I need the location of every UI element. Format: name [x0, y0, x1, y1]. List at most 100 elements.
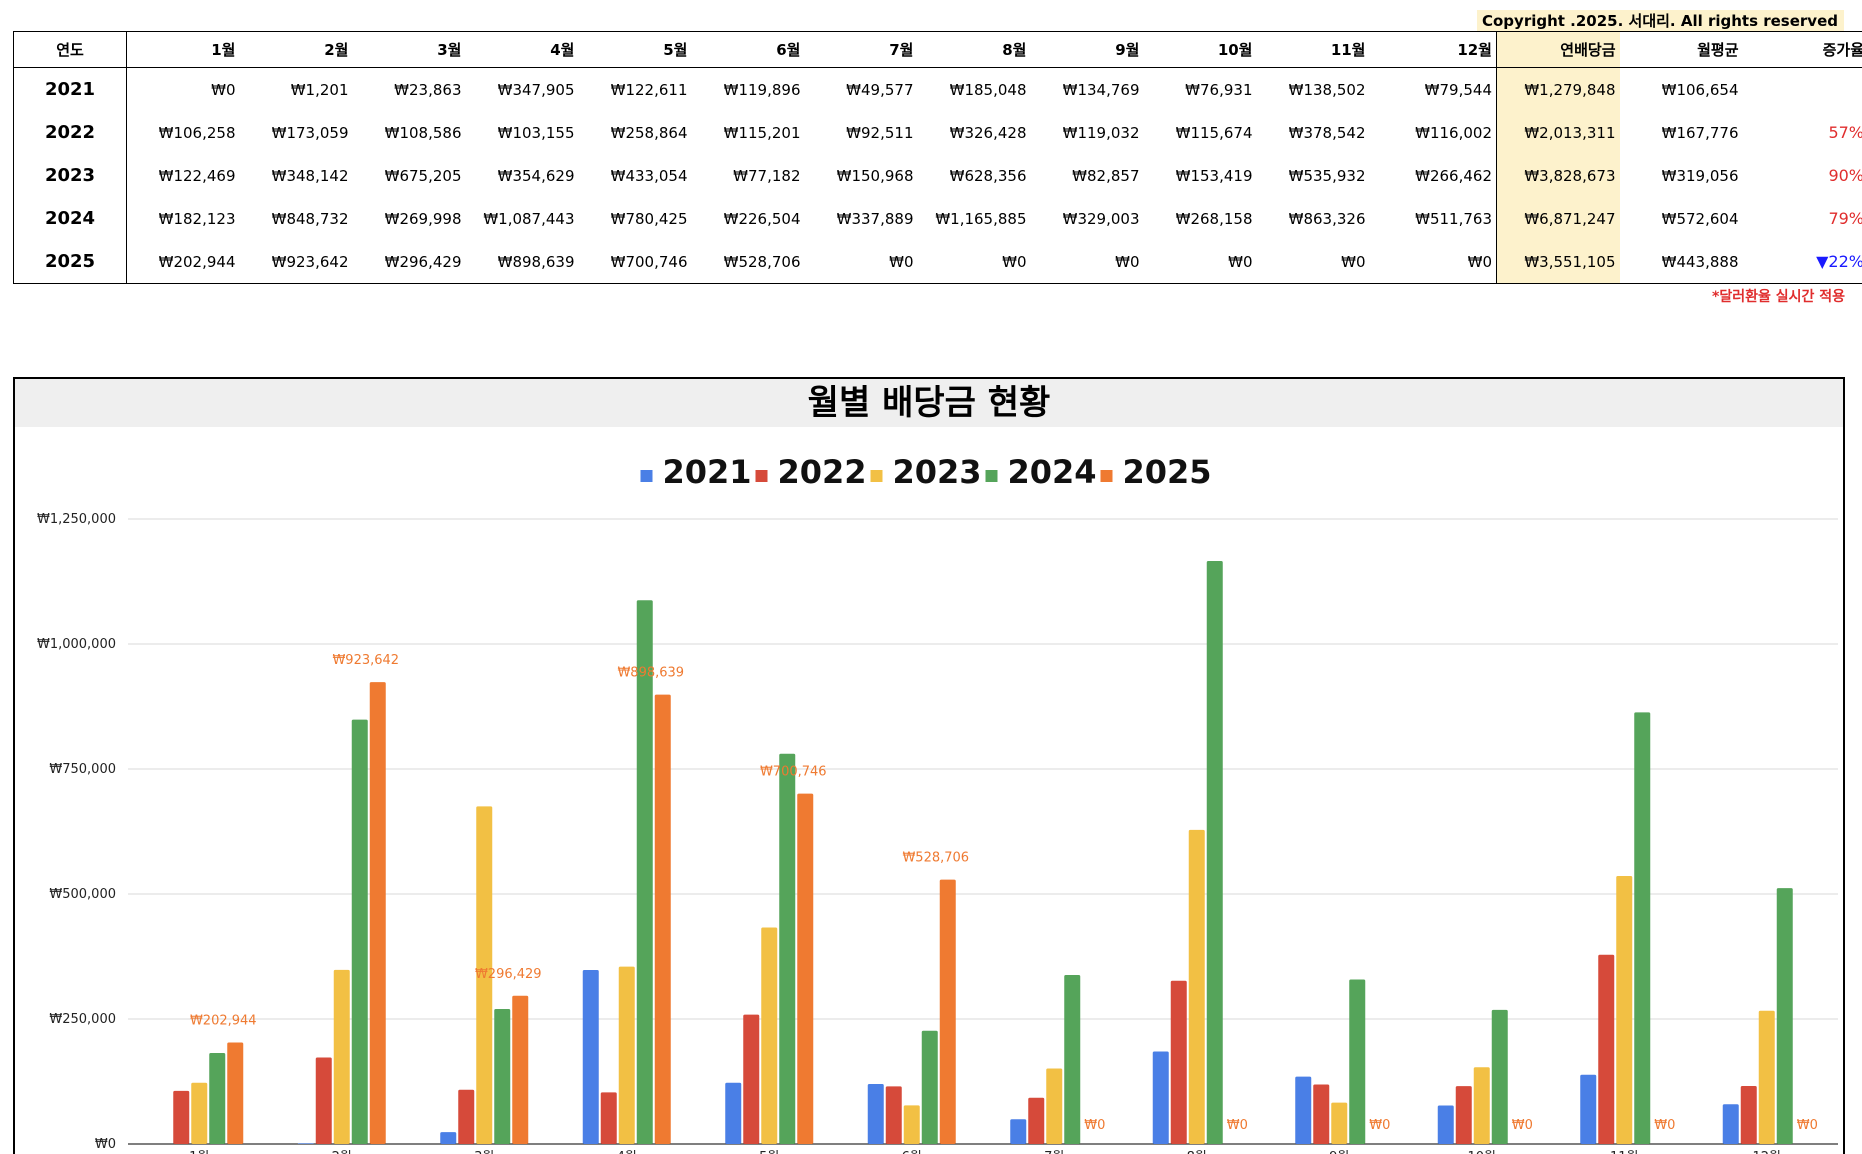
data-label: ₩0	[1512, 1118, 1533, 1133]
legend-swatch	[640, 470, 653, 482]
header-cell: 5월	[578, 31, 692, 68]
chart-panel: 월별 배당금 현황 ₩0 ₩250,000 ₩500,000 ₩750,000 ₩1,0…	[13, 377, 1845, 1154]
month-value-cell: ₩0	[1341, 252, 1366, 271]
bar-2024	[1349, 979, 1366, 1144]
bar-2023	[191, 1082, 208, 1144]
bar-2022	[173, 1090, 190, 1144]
month-value-cell: ₩103,155	[497, 123, 575, 142]
y-tick-label: ₩750,000	[49, 762, 116, 777]
x-tick-label: 12월	[1752, 1150, 1781, 1154]
month-value-cell: ₩182,123	[158, 209, 236, 228]
bar-2022	[600, 1092, 617, 1144]
bar-2021	[297, 1143, 314, 1144]
month-value-cell: ₩700,746	[610, 252, 688, 271]
month-value-cell: ₩337,889	[836, 209, 914, 228]
month-value-cell: ₩1,165,885	[935, 209, 1027, 228]
bar-2024	[1491, 1009, 1508, 1144]
month-value-cell: ₩268,158	[1175, 209, 1253, 228]
month-value-cell: ₩675,205	[384, 166, 462, 185]
month-value-cell: ₩347,905	[497, 80, 575, 99]
y-tick-label: ₩250,000	[49, 1012, 116, 1027]
header-cell: 증가율	[1742, 31, 1862, 68]
bar-2024	[351, 719, 368, 1144]
bar-2021	[1152, 1051, 1169, 1144]
monthly-average-cell: ₩572,604	[1661, 209, 1739, 228]
header-cell: 11월	[1256, 31, 1370, 68]
bar-2022	[1455, 1086, 1472, 1144]
legend-label: 2024	[1008, 453, 1097, 491]
year-cell: 2021	[13, 67, 127, 111]
header-cell: 4월	[465, 31, 579, 68]
bar-chart: ₩0 ₩250,000 ₩500,000 ₩750,000 ₩1,000,000 ₩1,2…	[37, 453, 1838, 1154]
bar-2021	[725, 1082, 742, 1144]
header-cell: 12월	[1369, 31, 1497, 68]
month-value-cell: ₩76,931	[1185, 80, 1253, 99]
data-label: ₩898,639	[617, 666, 684, 681]
month-value-cell: ₩511,763	[1415, 209, 1492, 228]
annual-total-cell: ₩1,279,848	[1496, 67, 1620, 111]
month-value-cell: ₩122,611	[610, 80, 688, 99]
bar-2022	[743, 1014, 760, 1144]
bar-2023	[618, 966, 635, 1144]
bar-2024	[1206, 561, 1223, 1144]
month-value-cell: ₩923,642	[271, 252, 349, 271]
month-value-cell: ₩92,511	[846, 123, 914, 142]
data-label: ₩0	[1227, 1118, 1248, 1133]
bar-2025	[227, 1042, 244, 1144]
x-tick-label: 9월	[1329, 1150, 1349, 1154]
month-value-cell: ₩0	[1002, 252, 1027, 271]
header-cell: 1월	[126, 31, 240, 68]
month-value-cell: ₩108,586	[384, 123, 462, 142]
x-tick-label: 3월	[474, 1150, 494, 1154]
header-cell: 7월	[804, 31, 918, 68]
table-row: 2024 ₩182,123 ₩848,732 ₩269,998 ₩1,087,443 ₩7…	[13, 197, 1862, 240]
bar-2025	[512, 995, 529, 1144]
bar-2021	[1437, 1105, 1454, 1144]
month-value-cell: ₩185,048	[949, 80, 1027, 99]
month-value-cell: ₩269,998	[384, 209, 462, 228]
data-label: ₩700,746	[760, 765, 827, 780]
bar-2022	[1598, 954, 1615, 1144]
bar-2022	[315, 1057, 332, 1144]
bar-2024	[1776, 888, 1793, 1144]
growth-rate-cell	[1743, 68, 1862, 112]
month-value-cell: ₩119,032	[1062, 123, 1140, 142]
month-value-cell: ₩0	[1228, 252, 1253, 271]
header-cell: 10월	[1143, 31, 1257, 68]
month-value-cell: ₩115,201	[723, 123, 801, 142]
annual-total-cell: ₩2,013,311	[1496, 111, 1620, 154]
annual-total-cell: ₩3,828,673	[1496, 154, 1620, 197]
month-value-cell: ₩266,462	[1415, 166, 1492, 185]
month-value-cell: ₩863,326	[1288, 209, 1366, 228]
bar-2022	[885, 1086, 902, 1144]
month-value-cell: ₩0	[211, 80, 236, 99]
bar-2023	[1331, 1102, 1348, 1144]
bar-2023	[476, 806, 493, 1144]
bar-2024	[1064, 975, 1081, 1144]
header-cell: 3월	[352, 31, 466, 68]
monthly-average-cell: ₩106,654	[1661, 80, 1739, 99]
y-tick-label: ₩500,000	[49, 887, 116, 902]
chart-title: 월별 배당금 현황	[15, 379, 1843, 427]
bar-2025	[797, 793, 814, 1144]
x-tick-label: 2월	[332, 1150, 352, 1154]
month-value-cell: ₩116,002	[1415, 123, 1492, 142]
x-tick-label: 10월	[1467, 1150, 1496, 1154]
bar-2023	[1758, 1010, 1775, 1144]
bar-2025	[654, 694, 671, 1144]
bar-2024	[921, 1030, 938, 1144]
table-row: 2023 ₩122,469 ₩348,142 ₩675,205 ₩354,629 ₩433…	[13, 154, 1862, 197]
bar-2024	[209, 1052, 226, 1144]
bar-2023	[1616, 876, 1633, 1144]
month-value-cell: ₩150,968	[836, 166, 914, 185]
y-tick-label: ₩1,000,000	[37, 637, 116, 652]
header-cell: 연배당금	[1496, 31, 1620, 68]
monthly-average-cell: ₩167,776	[1661, 123, 1739, 142]
bar-2023	[761, 927, 778, 1144]
data-label: ₩923,642	[332, 653, 399, 668]
legend-swatch	[1100, 470, 1113, 482]
table-row: 2021 ₩0 ₩1,201 ₩23,863 ₩347,905 ₩122,611 ₩119,…	[13, 67, 1862, 112]
y-tick-label: ₩1,250,000	[37, 512, 116, 527]
year-cell: 2025	[13, 240, 127, 284]
header-cell: 2월	[239, 31, 353, 68]
